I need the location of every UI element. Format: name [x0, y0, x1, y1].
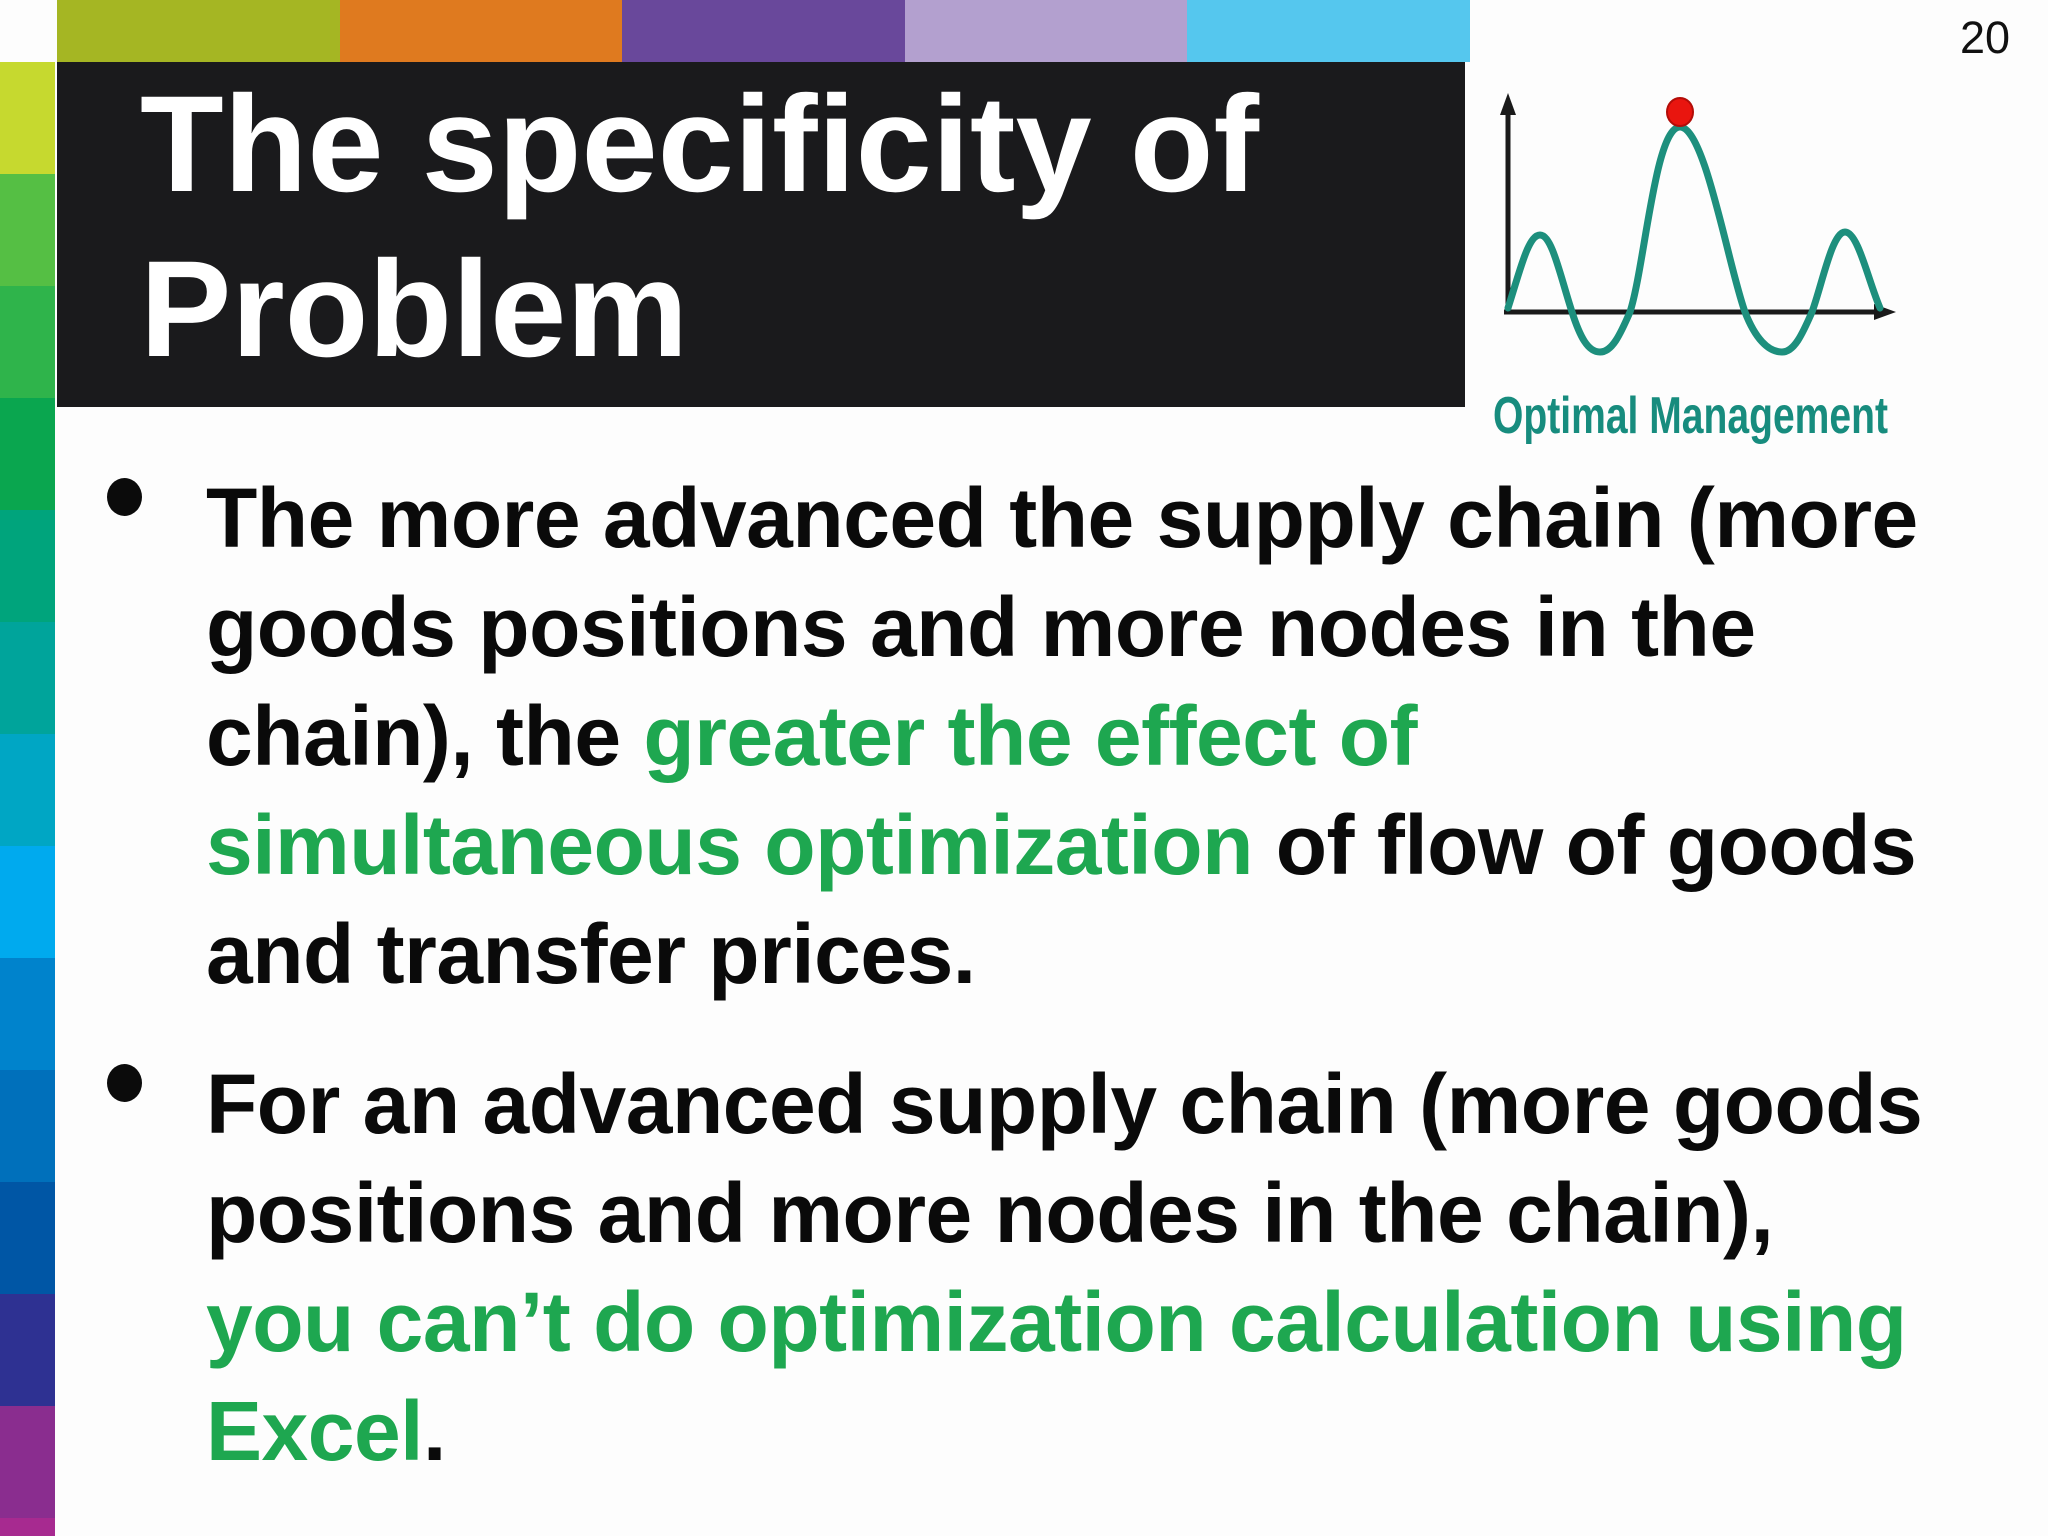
top-strip-block-3 — [622, 0, 905, 62]
bullet-2-line-4: Excel. — [206, 1377, 1922, 1486]
page-title-line-2: Problem — [140, 233, 689, 386]
y-axis-arrowhead — [1500, 93, 1516, 115]
optimal-management-logo: Optimal Management — [1478, 85, 1908, 450]
page-title-line-1: The specificity of — [140, 68, 1260, 221]
top-strip-block-4 — [904, 0, 1188, 62]
left-color-strip — [0, 62, 55, 1536]
left-strip-block-7 — [0, 734, 55, 846]
text-segment: and transfer prices. — [206, 907, 976, 1001]
left-strip-block-5 — [0, 510, 55, 622]
text-segment: For an advanced supply chain (more goods — [206, 1057, 1923, 1151]
bullet-item-2: For an advanced supply chain (more goods… — [105, 1050, 1923, 1486]
optimum-point-dot — [1666, 97, 1694, 127]
bullet-2-line-1: For an advanced supply chain (more goods — [206, 1050, 1923, 1159]
page-title: The specificity of Problem — [140, 62, 1259, 392]
left-strip-block-10 — [0, 1070, 55, 1182]
highlighted-text-segment: Excel — [206, 1384, 424, 1478]
text-segment: of flow of goods — [1252, 798, 1917, 892]
title-bar: The specificity of Problem — [57, 62, 1465, 407]
top-color-strip — [57, 0, 1470, 62]
left-strip-block-14 — [0, 1518, 55, 1536]
bullet-1-line-3: chain), the greater the effect of — [206, 682, 1918, 791]
text-segment: . — [423, 1384, 446, 1478]
bullet-item-1: The more advanced the supply chain (more… — [105, 464, 1918, 1009]
top-strip-block-2 — [339, 0, 623, 62]
left-strip-block-12 — [0, 1294, 55, 1406]
top-strip-block-5 — [1187, 0, 1470, 62]
text-segment: positions and more nodes in the chain), — [206, 1166, 1774, 1260]
bullet-dot-icon — [107, 478, 142, 516]
left-strip-block-2 — [0, 174, 55, 286]
bullet-1-line-4: simultaneous optimization of flow of goo… — [206, 791, 1918, 900]
bullet-1-line-2: goods positions and more nodes in the — [206, 573, 1918, 682]
left-strip-block-3 — [0, 286, 55, 398]
optimization-wave-curve — [1504, 123, 1884, 356]
text-segment: The more advanced the supply chain (more — [206, 471, 1918, 565]
left-strip-block-9 — [0, 958, 55, 1070]
top-strip-block-1 — [57, 0, 340, 62]
bullet-1-line-1: The more advanced the supply chain (more — [206, 464, 1918, 573]
bullet-dot-icon — [107, 1064, 142, 1102]
left-strip-block-6 — [0, 622, 55, 734]
logo-label: Optimal Management — [1493, 387, 1888, 445]
left-strip-block-4 — [0, 398, 55, 510]
left-strip-block-13 — [0, 1406, 55, 1518]
optimization-curve-icon: Optimal Management — [1493, 93, 1896, 445]
bullet-2-line-2: positions and more nodes in the chain), — [206, 1159, 1922, 1268]
left-strip-block-8 — [0, 846, 55, 958]
bullet-1-line-5: and transfer prices. — [206, 900, 1918, 1009]
text-segment: chain), the — [206, 689, 644, 783]
bullet-2-line-3: you can’t do optimization calculation us… — [206, 1268, 1922, 1377]
highlighted-text-segment: simultaneous optimization — [206, 798, 1253, 892]
highlighted-text-segment: you can’t do optimization calculation us… — [206, 1275, 1907, 1369]
left-strip-block-11 — [0, 1182, 55, 1294]
text-segment: goods positions and more nodes in the — [206, 580, 1756, 674]
left-strip-block-1 — [0, 62, 55, 174]
page-number: 20 — [1959, 12, 2010, 63]
highlighted-text-segment: greater the effect of — [643, 689, 1418, 783]
